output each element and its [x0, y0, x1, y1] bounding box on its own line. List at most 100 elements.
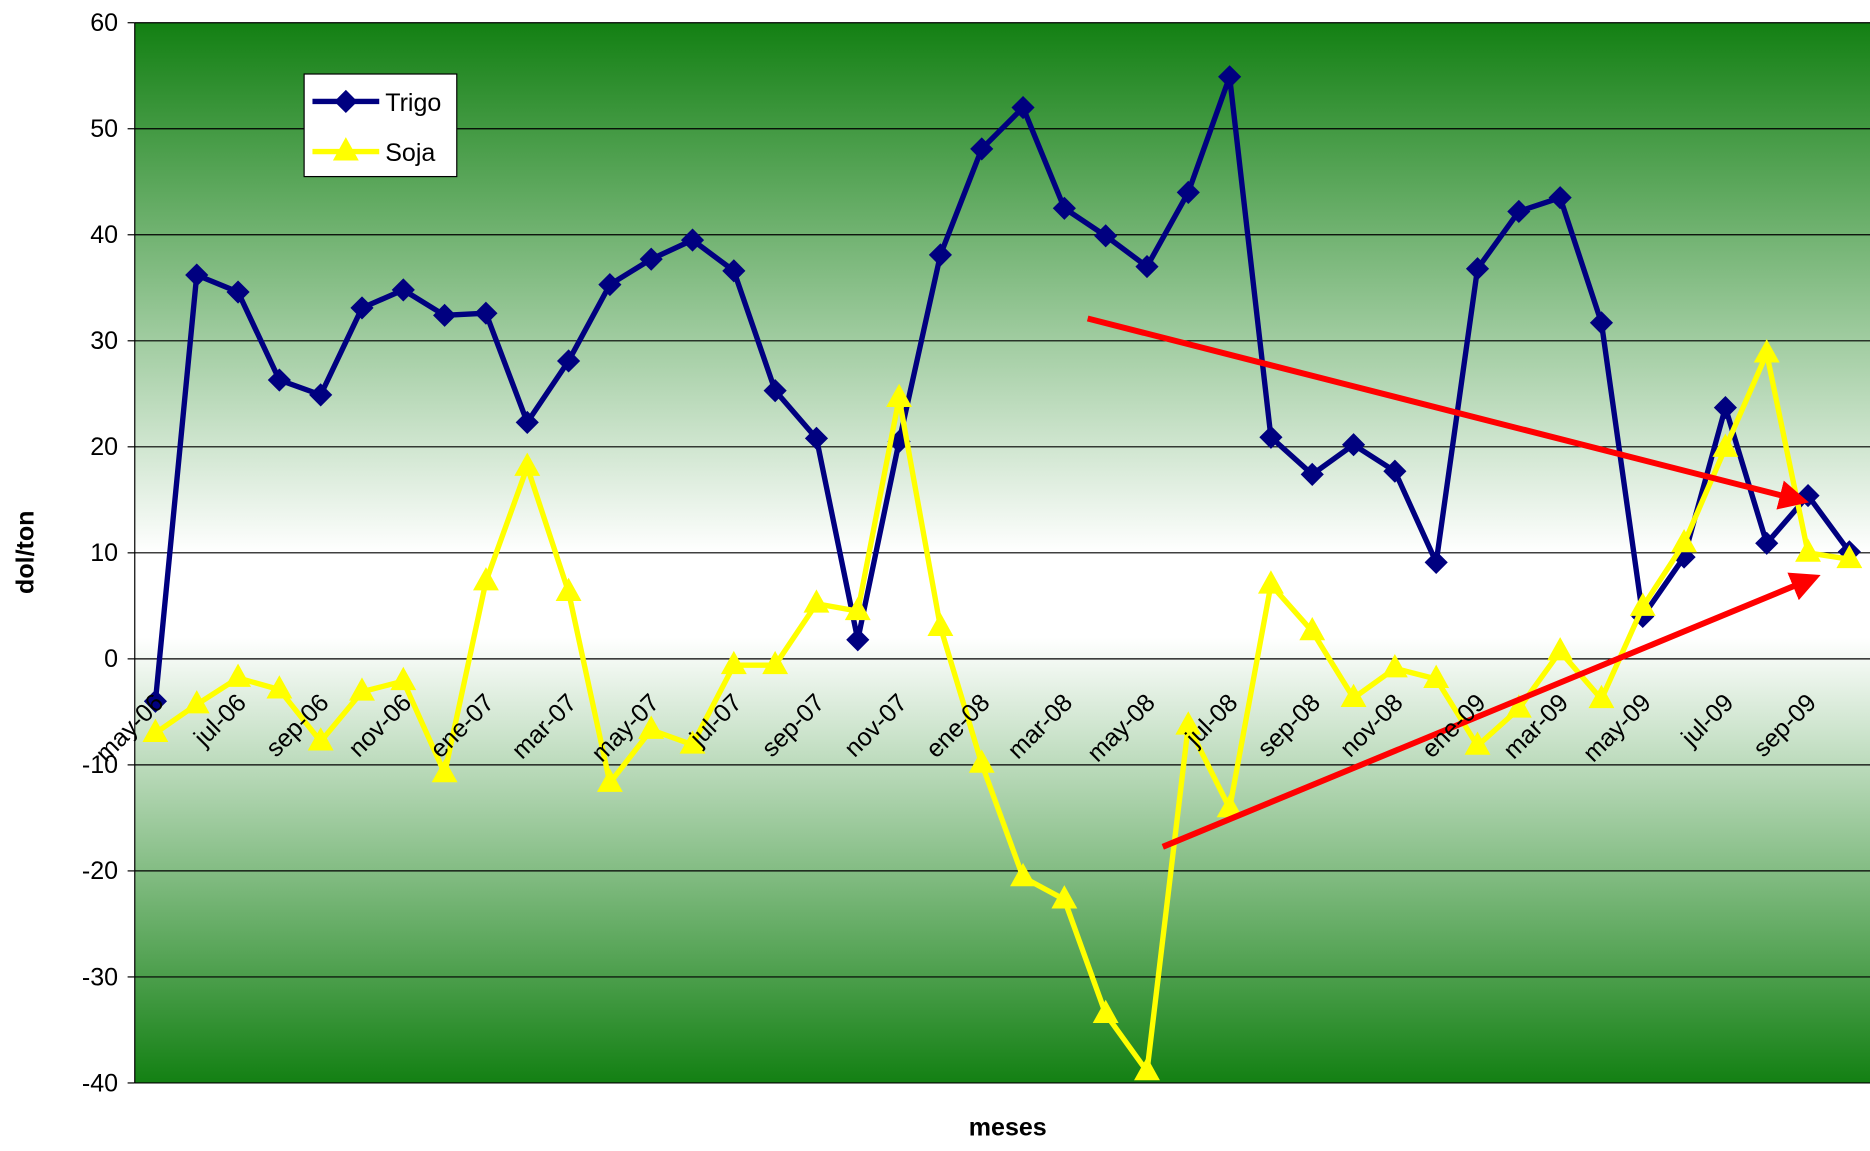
- point: [1010, 862, 1036, 887]
- point: [1135, 255, 1159, 279]
- point: [514, 452, 541, 476]
- point: [1257, 570, 1284, 594]
- point: [1588, 684, 1615, 709]
- point: [334, 89, 358, 114]
- point: [515, 410, 539, 435]
- point: [1753, 339, 1780, 363]
- point: [598, 273, 622, 297]
- point: [1755, 531, 1779, 555]
- point: [142, 718, 169, 743]
- legend-label: Soja: [385, 139, 435, 167]
- point: [1423, 664, 1450, 688]
- point: [1218, 65, 1242, 89]
- y-tick-label: 30: [90, 327, 118, 355]
- y-axis-title: dol/ton: [11, 511, 39, 594]
- point: [763, 379, 787, 403]
- point: [1589, 311, 1614, 335]
- legend-label: Trigo: [385, 89, 441, 117]
- point: [638, 715, 665, 739]
- point: [844, 596, 871, 621]
- point: [1092, 999, 1119, 1023]
- point: [1340, 683, 1367, 708]
- point: [970, 137, 994, 161]
- point: [1465, 257, 1490, 281]
- point: [1381, 654, 1408, 678]
- point: [1051, 885, 1078, 909]
- y-tick-label: -30: [82, 963, 118, 991]
- point: [1505, 694, 1532, 718]
- point: [1175, 711, 1202, 735]
- point: [1712, 433, 1739, 457]
- point: [185, 263, 209, 287]
- point: [762, 650, 789, 675]
- x-axis-title: meses: [969, 1113, 1047, 1141]
- point: [1547, 637, 1574, 661]
- legend: Trigo Soja: [303, 73, 458, 178]
- point: [1259, 425, 1283, 449]
- point: [473, 567, 499, 591]
- point: [350, 296, 374, 320]
- point: [556, 349, 581, 373]
- point: [349, 677, 375, 701]
- point: [886, 383, 913, 407]
- legend-box: [303, 73, 458, 178]
- point: [1836, 544, 1863, 569]
- annotation-arrow: [1161, 572, 1821, 850]
- point: [596, 768, 623, 792]
- point: [431, 759, 458, 783]
- point: [968, 749, 995, 773]
- point: [1424, 550, 1448, 574]
- point: [1795, 538, 1821, 562]
- point: [803, 589, 830, 613]
- point: [391, 278, 415, 302]
- y-tick-label: -40: [82, 1069, 118, 1097]
- point: [722, 259, 746, 283]
- point: [1299, 616, 1326, 641]
- point: [1300, 462, 1324, 486]
- point: [266, 675, 293, 699]
- point: [1052, 196, 1076, 220]
- y-tick-label: 0: [104, 645, 118, 673]
- point: [143, 689, 167, 713]
- point: [928, 243, 952, 267]
- point: [720, 650, 747, 675]
- point: [679, 730, 706, 754]
- point: [309, 383, 333, 407]
- y-tick-label: 40: [90, 221, 118, 249]
- point: [183, 690, 210, 714]
- point: [555, 577, 582, 602]
- point: [1507, 199, 1531, 224]
- y-tick-label: 60: [90, 9, 118, 37]
- point: [1713, 396, 1737, 420]
- point: [267, 368, 291, 392]
- point: [1011, 95, 1035, 120]
- point: [804, 426, 829, 450]
- point: [639, 247, 663, 271]
- point: [1671, 528, 1698, 553]
- point: [1548, 186, 1572, 210]
- point: [1464, 731, 1491, 755]
- y-tick-label: -20: [82, 857, 118, 885]
- point: [433, 303, 457, 327]
- point: [1094, 224, 1118, 248]
- y-tick-label: 10: [90, 539, 118, 567]
- point: [680, 228, 705, 252]
- y-tick-label: 20: [90, 433, 118, 461]
- point: [307, 727, 334, 751]
- point: [390, 666, 417, 691]
- point: [474, 301, 498, 325]
- point: [1383, 459, 1407, 483]
- series-layer: [142, 65, 1863, 1081]
- point: [1629, 592, 1656, 616]
- point: [226, 280, 250, 304]
- point: [846, 628, 870, 652]
- point: [332, 137, 359, 161]
- point: [225, 663, 251, 687]
- annotation-arrow: [1086, 315, 1809, 510]
- point: [1134, 1056, 1160, 1081]
- point: [927, 612, 954, 637]
- y-tick-label: 50: [90, 115, 118, 143]
- y-tick-label: -10: [82, 751, 118, 779]
